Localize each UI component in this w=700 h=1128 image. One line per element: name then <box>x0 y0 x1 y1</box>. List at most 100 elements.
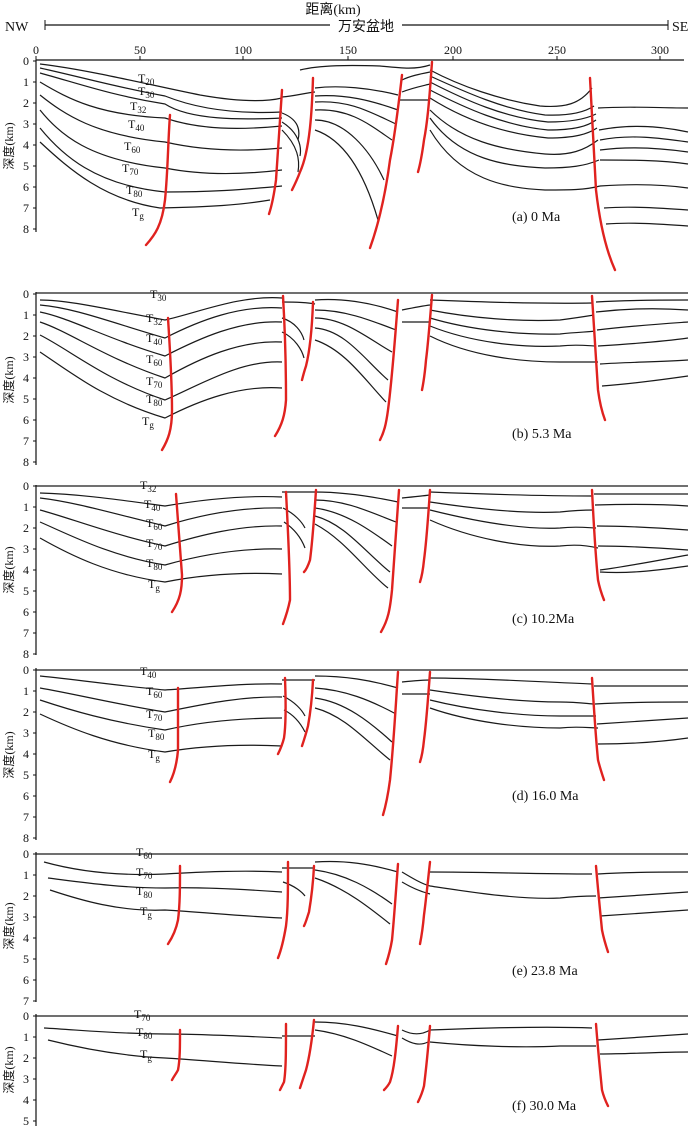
svg-text:3: 3 <box>23 910 29 924</box>
x-tick-100: 100 <box>234 43 252 60</box>
svg-text:7: 7 <box>23 434 29 448</box>
panel-b-horizon-labels: T30 T32 T40 T60 T70 T80 Tg <box>142 287 167 430</box>
panel-a-caption: (a) 0 Ma <box>512 210 561 225</box>
panel-a-faults <box>144 60 617 272</box>
svg-text:0: 0 <box>23 479 29 493</box>
horizon-label: T60 <box>146 516 163 532</box>
horizon-label: T60 <box>124 139 141 155</box>
horizon-label: T40 <box>140 664 157 680</box>
horizon-label: T70 <box>146 374 163 390</box>
panel-e: 0 1 2 3 4 5 6 7 深度(km) <box>1 845 689 1008</box>
panel-e-y-ticks: 0 1 2 3 4 5 6 7 <box>23 847 36 1008</box>
svg-text:0: 0 <box>33 43 39 57</box>
horizon-label: Tg <box>148 747 160 763</box>
svg-text:1: 1 <box>23 75 29 89</box>
panel-c-faults <box>170 488 606 634</box>
horizon-label: T70 <box>136 865 153 881</box>
svg-text:6: 6 <box>23 973 29 987</box>
horizon-label: T80 <box>146 556 163 572</box>
svg-text:0: 0 <box>23 287 29 301</box>
x-axis: 0 50 100 150 200 250 300 <box>33 43 684 61</box>
horizon-label: T32 <box>130 99 146 115</box>
panel-d-y-ticks: 0 1 2 3 4 5 6 7 8 <box>23 663 36 845</box>
horizon-label: Tg <box>140 1047 152 1063</box>
svg-text:2: 2 <box>23 1051 29 1065</box>
svg-text:8: 8 <box>23 647 29 661</box>
panel-b-caption: (b) 5.3 Ma <box>512 427 572 442</box>
panel-b-horizons <box>36 292 689 419</box>
panel-d-horizons <box>36 669 689 761</box>
svg-text:4: 4 <box>23 371 29 385</box>
svg-text:2: 2 <box>23 889 29 903</box>
panel-d-caption: (d) 16.0 Ma <box>512 789 579 804</box>
panel-c-horizon-labels: T32 T40 T60 T70 T80 Tg <box>140 478 163 593</box>
svg-text:7: 7 <box>23 201 29 215</box>
x-tick-0: 0 <box>33 43 39 60</box>
horizon-label: T70 <box>134 1007 151 1023</box>
x-tick-250: 250 <box>548 43 566 60</box>
x-tick-300: 300 <box>651 43 669 60</box>
svg-text:7: 7 <box>23 994 29 1008</box>
figure-header: NW SE 距离(km) 万安盆地 <box>5 1 688 35</box>
panel-e-horizons <box>36 853 689 925</box>
panel-f: 0 1 2 3 4 5 深度(km) <box>1 1007 689 1128</box>
svg-text:250: 250 <box>548 43 566 57</box>
horizon-label: T60 <box>146 684 163 700</box>
panel-c-y-label: 深度(km) <box>1 546 16 593</box>
horizon-label: T80 <box>136 1025 153 1041</box>
svg-text:4: 4 <box>23 563 29 577</box>
horizon-label: T40 <box>128 117 145 133</box>
panel-e-horizon-labels: T60 T70 T80 Tg <box>136 845 153 920</box>
svg-text:5: 5 <box>23 392 29 406</box>
panel-b-y-ticks: 0 1 2 3 4 5 6 7 8 <box>23 287 36 469</box>
basin-label: 万安盆地 <box>338 19 394 35</box>
svg-text:5: 5 <box>23 952 29 966</box>
panel-f-y-ticks: 0 1 2 3 4 5 <box>23 1009 36 1128</box>
svg-text:3: 3 <box>23 542 29 556</box>
svg-text:6: 6 <box>23 413 29 427</box>
svg-text:50: 50 <box>134 43 146 57</box>
svg-text:300: 300 <box>651 43 669 57</box>
svg-text:3: 3 <box>23 726 29 740</box>
svg-text:3: 3 <box>23 117 29 131</box>
horizon-label: T40 <box>146 331 163 347</box>
x-tick-200: 200 <box>444 43 462 60</box>
horizon-label: T30 <box>150 287 167 303</box>
panel-b-faults <box>160 293 607 452</box>
svg-text:1: 1 <box>23 684 29 698</box>
svg-text:2: 2 <box>23 521 29 535</box>
horizon-label: T80 <box>148 726 165 742</box>
panel-e-faults <box>166 860 610 966</box>
panel-a: 0 1 2 3 4 5 6 7 8 深度(km) <box>1 54 689 272</box>
svg-text:0: 0 <box>23 1009 29 1023</box>
svg-text:6: 6 <box>23 605 29 619</box>
svg-text:5: 5 <box>23 1114 29 1128</box>
svg-text:0: 0 <box>23 54 29 68</box>
panel-f-y-label: 深度(km) <box>1 1046 16 1093</box>
svg-text:2: 2 <box>23 329 29 343</box>
horizon-label: T32 <box>140 478 156 494</box>
horizon-label: T70 <box>146 707 163 723</box>
svg-text:200: 200 <box>444 43 462 57</box>
x-tick-150: 150 <box>339 43 357 60</box>
horizon-label: T80 <box>146 392 163 408</box>
horizon-label: Tg <box>142 414 154 430</box>
svg-text:5: 5 <box>23 584 29 598</box>
horizon-label: T60 <box>136 845 153 861</box>
se-label: SE <box>672 20 688 35</box>
svg-text:8: 8 <box>23 455 29 469</box>
panel-a-horizons <box>39 63 689 227</box>
svg-text:1: 1 <box>23 500 29 514</box>
svg-text:1: 1 <box>23 308 29 322</box>
panel-c-horizons <box>36 485 689 589</box>
horizon-label: T32 <box>146 311 162 327</box>
x-tick-50: 50 <box>134 43 146 60</box>
svg-text:4: 4 <box>23 1093 29 1107</box>
panel-a-y-ticks: 0 1 2 3 4 5 6 7 8 <box>23 54 36 236</box>
svg-text:5: 5 <box>23 768 29 782</box>
svg-text:6: 6 <box>23 789 29 803</box>
panel-d-y-label: 深度(km) <box>1 731 16 778</box>
panel-a-y-label: 深度(km) <box>1 122 16 169</box>
panel-f-faults <box>170 1018 610 1108</box>
